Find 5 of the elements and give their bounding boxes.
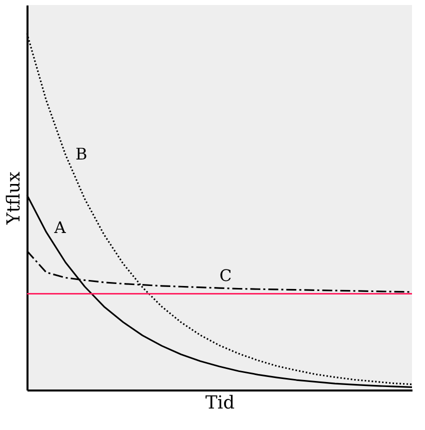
y-axis-title: Ytflux <box>4 172 24 226</box>
series-label: A <box>53 218 66 238</box>
series-label: B <box>76 144 88 164</box>
x-axis-title: Tid <box>205 392 235 414</box>
series-label: C <box>220 266 232 286</box>
